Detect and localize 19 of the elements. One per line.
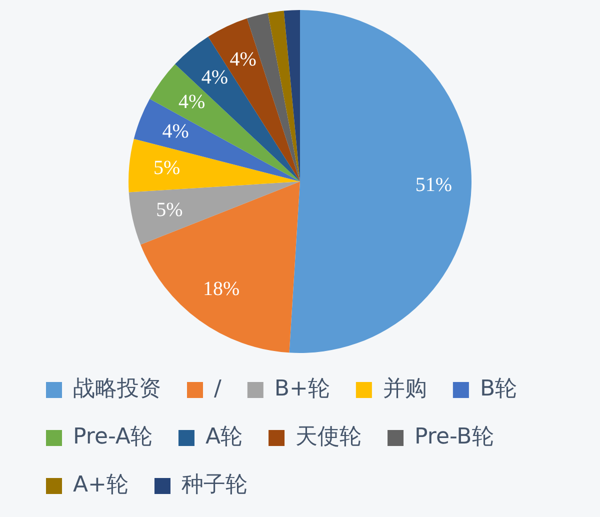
legend-label: B+轮 <box>274 376 330 402</box>
data-label: 5% <box>153 157 180 180</box>
legend-label: B轮 <box>480 376 518 402</box>
data-label: 51% <box>415 174 452 196</box>
data-label: 4% <box>230 48 256 71</box>
legend-label: 种子轮 <box>181 472 248 498</box>
legend-label: / <box>214 376 222 402</box>
legend-label: 并购 <box>382 376 427 402</box>
legend-label: Pre-B轮 <box>414 424 494 450</box>
legend-label: Pre-A轮 <box>73 424 152 450</box>
legend-label: 天使轮 <box>296 424 362 450</box>
legend-label: A轮 <box>205 424 243 450</box>
legend-label: 战略投资 <box>73 376 161 402</box>
data-label: 4% <box>178 91 206 114</box>
data-label: 4% <box>162 120 189 143</box>
legend-label: A+轮 <box>73 472 128 498</box>
data-label: 18% <box>203 278 240 300</box>
data-label: 5% <box>156 198 183 221</box>
data-label: 4% <box>201 66 228 89</box>
